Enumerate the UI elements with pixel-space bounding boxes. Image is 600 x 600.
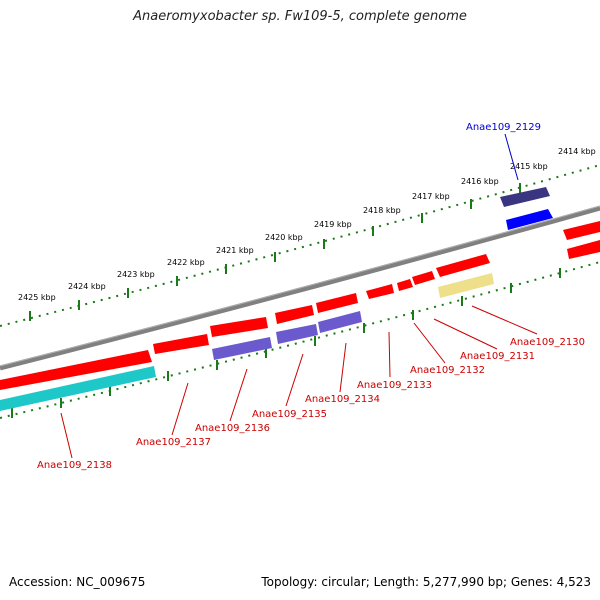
gene-2136-forward[interactable] [275,305,314,324]
kbp-label-2416: 2416 kbp [461,177,499,186]
accession-text: Accession: NC_009675 [9,575,146,589]
kbp-label-2418: 2418 kbp [363,206,401,215]
gene-2129-reverse[interactable] [506,209,553,230]
gene-2134-forward[interactable] [366,284,394,299]
gene-label-2137[interactable]: Anae109_2137 [136,437,211,448]
gene-label-2133[interactable]: Anae109_2133 [357,380,432,391]
gene-label-2135[interactable]: Anae109_2135 [252,409,327,420]
kbp-label-2422: 2422 kbp [167,258,205,267]
genome-title: Anaeromyxobacter sp. Fw109-5, complete g… [133,9,467,24]
gene-2132-forward[interactable] [412,271,435,285]
kbp-label-2420: 2420 kbp [265,233,303,242]
gene-2137-forward[interactable] [210,317,268,337]
kbp-label-2415: 2415 kbp [510,162,548,171]
kbp-label-2421: 2421 kbp [216,246,254,255]
gene-2136-reverse[interactable] [212,337,272,360]
leader-2129 [504,133,519,181]
kbp-label-2414: 2414 kbp [558,147,596,156]
kbp-label-2423: 2423 kbp [117,270,155,279]
leader-2134 [339,342,347,393]
gene-red-right[interactable] [563,221,600,240]
gene-label-2129[interactable]: Anae109_2129 [466,122,541,133]
gene-label-2134[interactable]: Anae109_2134 [305,394,380,405]
inner-scale-track [0,261,600,419]
leader-2136 [229,368,248,422]
gene-2138-forward[interactable] [0,350,152,390]
leader-2133 [388,331,391,378]
kbp-label-2425: 2425 kbp [18,293,56,302]
kbp-labels: 2414 kbp 2415 kbp 2416 kbp 2417 kbp 2418… [18,147,596,302]
gene-label-2136[interactable]: Anae109_2136 [195,423,270,434]
genome-backbone-highlight [0,205,600,367]
leader-lines [60,133,538,459]
gene-label-2132[interactable]: Anae109_2132 [410,365,485,376]
gene-2133-forward[interactable] [397,279,413,291]
gene-2130-reverse[interactable] [438,273,494,298]
gene-2138-reverse[interactable] [0,366,156,411]
outer-scale-track [0,164,600,327]
outer-scale-dots [0,164,600,327]
leader-2135 [285,353,304,407]
forward-genes [0,187,600,390]
gene-red-right-reverse[interactable] [567,240,600,259]
gene-2135-reverse[interactable] [276,324,318,344]
leader-2137 [171,382,189,436]
gene-2138a-forward[interactable] [153,334,209,354]
kbp-label-2417: 2417 kbp [412,192,450,201]
leader-2138 [60,412,73,459]
topology-text: Topology: circular; Length: 5,277,990 bp… [261,575,591,589]
gene-2129-forward[interactable] [500,187,550,207]
leader-2131 [433,318,498,350]
gene-label-2130[interactable]: Anae109_2130 [510,337,585,348]
gene-label-2131[interactable]: Anae109_2131 [460,351,535,362]
gene-label-2138[interactable]: Anae109_2138 [37,460,112,471]
leader-2132 [413,322,446,364]
leader-2130 [471,305,538,335]
gene-2135-forward[interactable] [316,293,358,313]
kbp-label-2419: 2419 kbp [314,220,352,229]
kbp-label-2424: 2424 kbp [68,282,106,291]
genome-backbone [0,205,600,371]
reverse-genes [0,209,600,411]
gene-2134-reverse[interactable] [318,311,362,333]
gene-labels: Anae109_2129 Anae109_2130 Anae109_2131 A… [37,122,585,471]
gene-2130-forward[interactable] [436,254,490,277]
